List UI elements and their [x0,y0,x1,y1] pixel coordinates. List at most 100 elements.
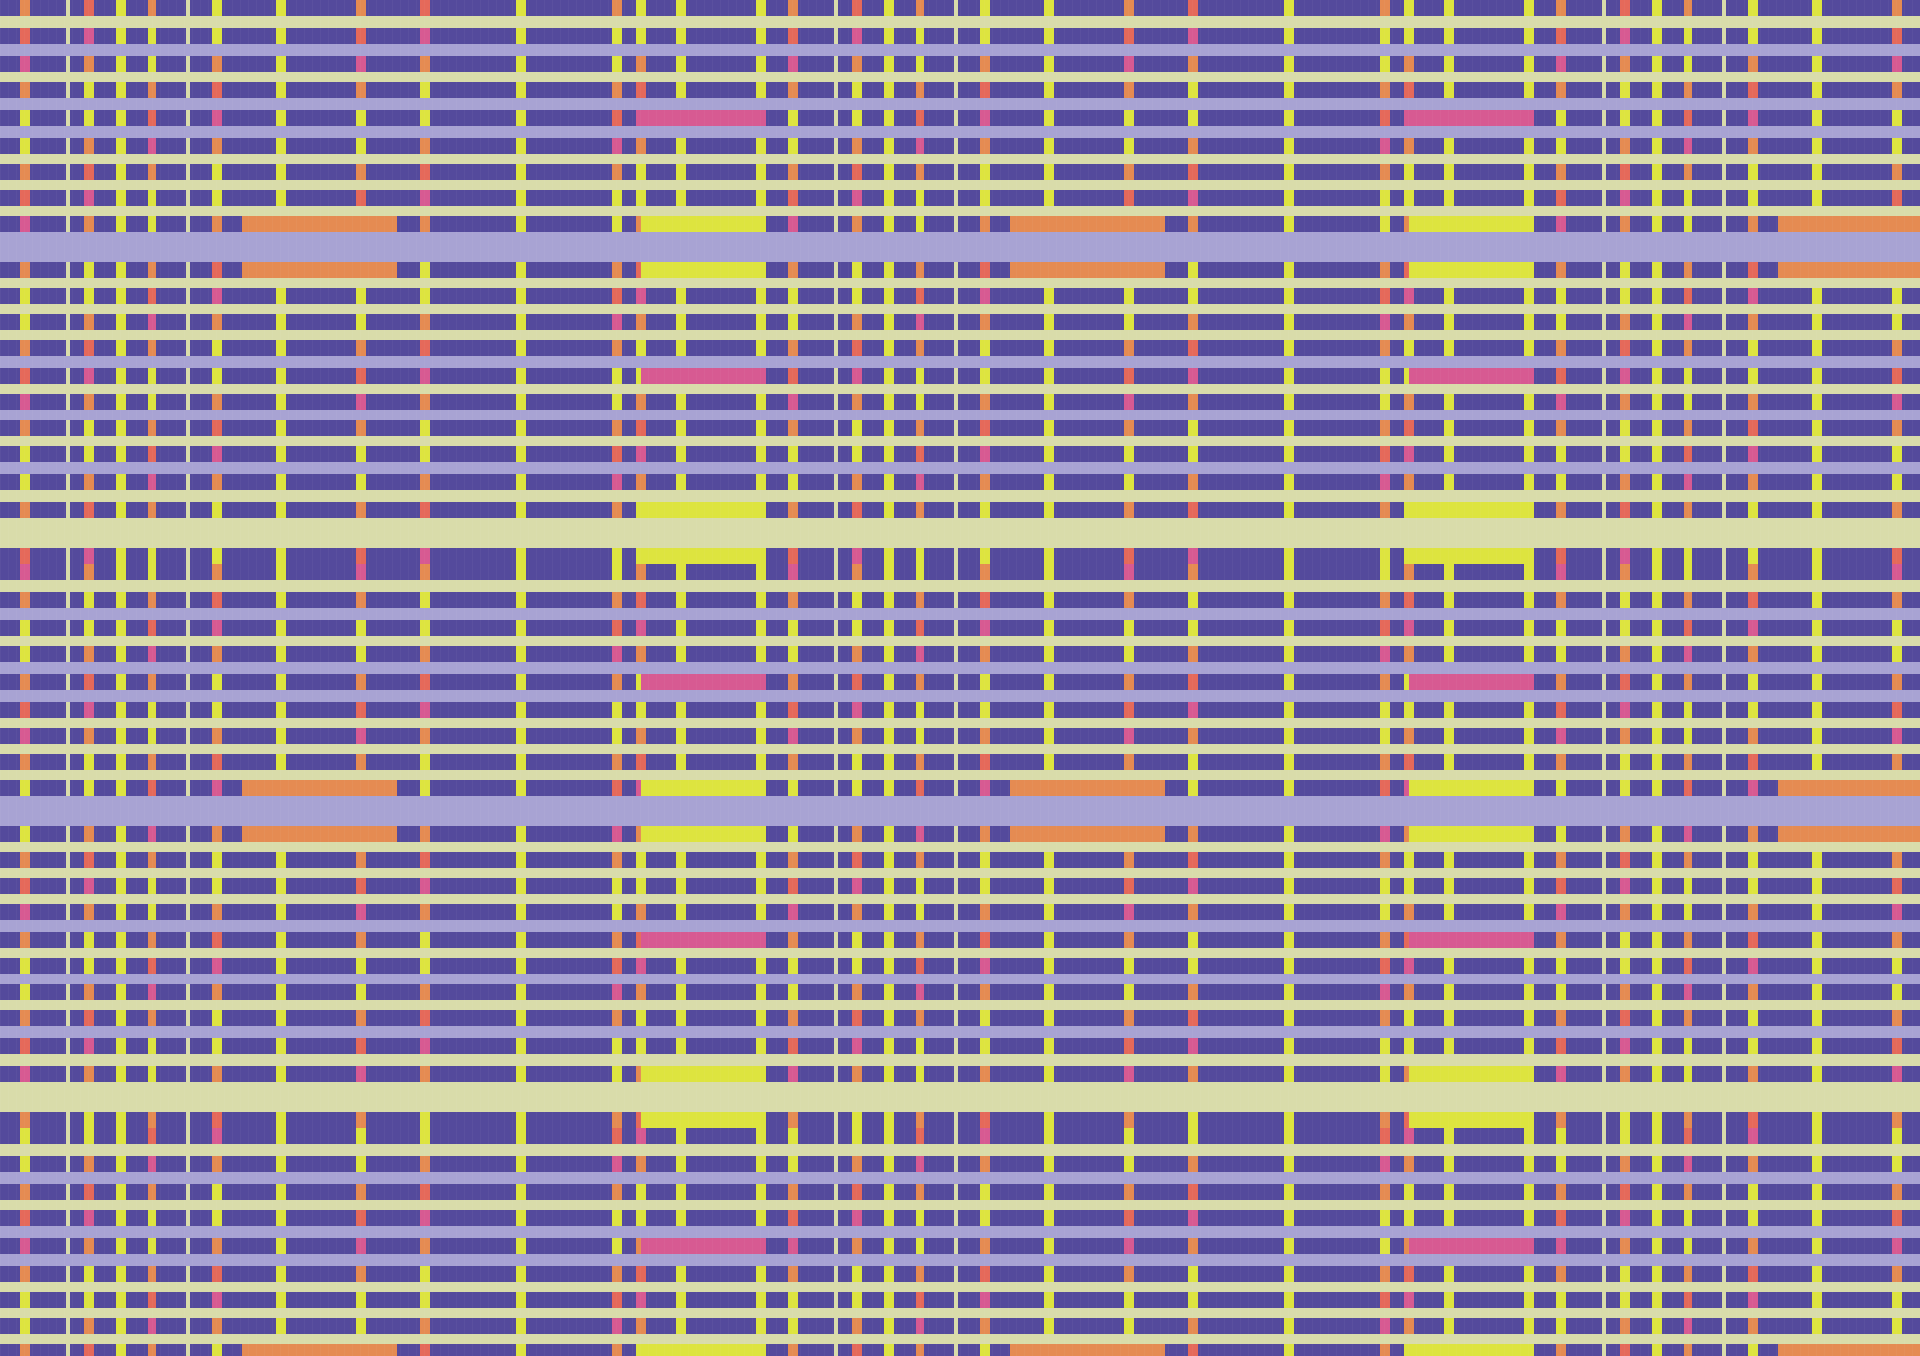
warp-dot [1892,620,1902,636]
warp-dot [1284,0,1294,16]
thread-texture-line [752,0,753,1356]
warp-dot [276,646,286,662]
warp-thread [954,1266,958,1282]
warp-thread [1602,1010,1606,1026]
warp-dot [1524,0,1534,16]
warp-dot [356,702,366,718]
warp-dot [1652,728,1662,744]
warp-thread [1722,1184,1726,1200]
warp-dot [212,780,222,796]
warp-dot [1444,1318,1454,1334]
warp-dot [1748,1156,1758,1172]
warp-dot [612,446,622,462]
warp-dot [756,56,766,72]
warp-thread [186,394,190,410]
weft-stripe-lavender [0,690,1920,702]
warp-dot [1684,1184,1692,1200]
warp-thread [1602,340,1606,356]
warp-dot [1620,368,1630,384]
warp-dot [116,110,126,126]
thread-texture-line [784,0,785,1356]
warp-dot [1380,754,1390,770]
thread-texture-line [1272,0,1273,1356]
thread-texture-line [576,0,577,1356]
warp-dot [356,984,366,1000]
warp-dot [356,502,366,518]
warp-thread [186,548,190,564]
warp-dot [1124,904,1134,920]
warp-dot [1380,674,1390,690]
warp-dot [20,620,30,636]
warp-dot [636,1184,646,1200]
warp-dot [420,780,430,796]
warp-dot [1044,288,1054,304]
warp-dot [1524,728,1534,744]
warp-dot [148,420,156,436]
warp-dot [20,1128,30,1144]
warp-dot [1524,288,1534,304]
warp-dot [116,216,126,232]
warp-dot [1892,110,1902,126]
warp-dot [1444,878,1454,894]
warp-thread [1602,314,1606,330]
warp-thread [66,1066,70,1082]
warp-dot [1684,1210,1692,1226]
warp-dot [1812,394,1822,410]
warp-dot [276,368,286,384]
warp-thread [954,82,958,98]
warp-dot [1812,420,1822,436]
warp-dot [1124,314,1134,330]
warp-thread [186,1292,190,1308]
warp-dot [612,646,622,662]
weft-stripe-cream [0,1282,1920,1292]
warp-thread [834,288,838,304]
warp-thread [834,564,838,580]
warp-dot [1652,826,1662,842]
warp-dot [1620,646,1630,662]
warp-dot [1404,646,1414,662]
warp-dot [1620,216,1630,232]
thread-texture-line [1328,0,1329,1356]
warp-dot [788,262,798,278]
warp-dot [1188,1292,1198,1308]
thread-texture-line [1496,0,1497,1356]
warp-dot [916,780,924,796]
warp-thread [954,164,958,180]
warp-dot [636,0,646,16]
warp-dot [84,446,94,462]
weft-stripe-purple [0,1210,1920,1226]
warp-dot [756,904,766,920]
warp-dot [1652,702,1662,718]
warp-dot [1684,1038,1692,1054]
warp-dot [980,1128,990,1144]
thread-texture-line [168,0,169,1356]
warp-dot [916,1010,924,1026]
warp-dot [84,1038,94,1054]
warp-dot [1188,1344,1198,1356]
warp-dot [1652,620,1662,636]
thread-texture-line [1376,0,1377,1356]
thread-texture-line [208,0,209,1356]
warp-dot [1124,394,1134,410]
warp-dot [884,1156,894,1172]
warp-thread [834,1010,838,1026]
weft-stripe-purple [0,394,1920,410]
warp-dot [1620,1210,1630,1226]
warp-dot [1748,502,1758,518]
warp-dot [1620,702,1630,718]
warp-thread [954,878,958,894]
warp-dot [1556,592,1566,608]
warp-thread [66,1010,70,1026]
warp-dot [916,190,924,206]
weft-bar-orange [1778,780,1920,796]
warp-dot [884,446,894,462]
warp-dot [116,288,126,304]
warp-dot [1188,826,1198,842]
warp-dot [756,564,766,580]
warp-dot [1404,288,1414,304]
weft-stripe-cream [0,304,1920,314]
warp-dot [1684,780,1692,796]
weft-bar-pink [1472,1238,1534,1254]
thread-texture-line [608,0,609,1356]
warp-thread [954,728,958,744]
